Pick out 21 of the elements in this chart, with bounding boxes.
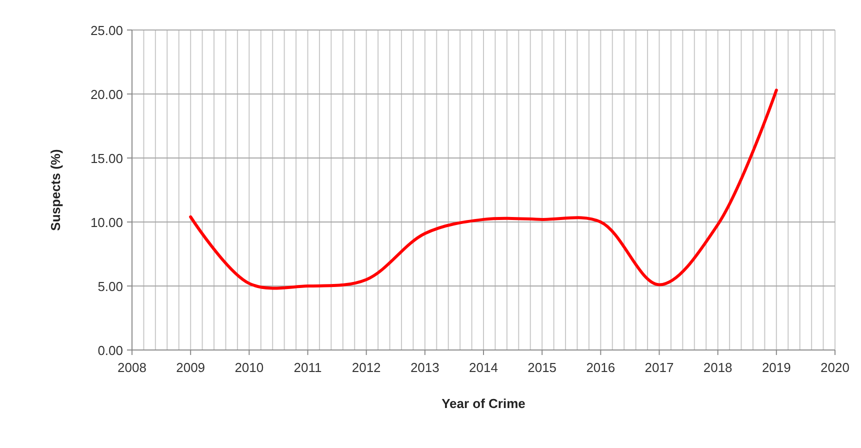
x-tick-label: 2010 — [234, 360, 264, 375]
x-tick-label: 2011 — [294, 360, 322, 375]
x-tick-label: 2008 — [118, 360, 146, 375]
x-tick-label: 2016 — [586, 360, 616, 375]
x-tick-label: 2015 — [528, 360, 557, 375]
y-tick-label: 5.00 — [98, 279, 123, 294]
y-tick-label: 15.00 — [90, 151, 123, 166]
x-tick-label: 2009 — [176, 360, 206, 375]
y-tick-label: 0.00 — [98, 343, 123, 358]
x-axis-title: Year of Crime — [442, 396, 526, 411]
x-tick-label: 2018 — [703, 360, 732, 375]
x-tick-label: 2013 — [410, 360, 440, 375]
x-tick-label: 2020 — [820, 360, 850, 375]
x-tick-label: 2017 — [644, 360, 674, 375]
y-tick-label: 10.00 — [90, 215, 123, 230]
y-tick-label: 25.00 — [90, 23, 123, 38]
y-tick-label: 20.00 — [90, 87, 123, 102]
x-tick-label: 2019 — [762, 360, 791, 375]
x-tick-label: 2014 — [469, 360, 498, 375]
y-axis-title: Suspects (%) — [48, 149, 63, 231]
x-tick-label: 2012 — [352, 360, 381, 375]
